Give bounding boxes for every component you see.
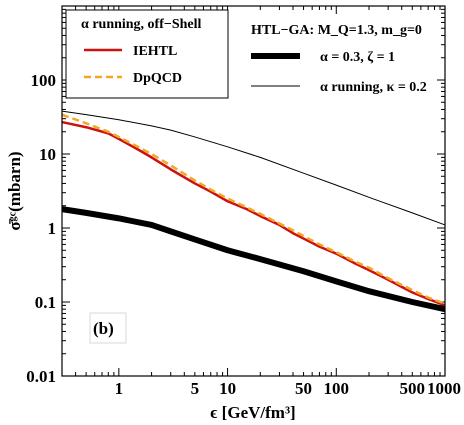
legend-label-alpha-fixed: α = 0.3, ζ = 1	[320, 50, 395, 65]
y-tick-label: 0.1	[35, 293, 56, 312]
legend-label-iehtl: IEHTL	[133, 44, 177, 59]
x-tick-label: 5	[191, 379, 200, 398]
series-line-0	[61, 120, 446, 307]
ticks-layer: 1 5 10 50 100 500 1000 0.01 0.1 1 10 100	[26, 6, 461, 398]
series-line-1	[61, 113, 446, 305]
legend-left: α running, off−Shell IEHTL DpQCD	[65, 9, 229, 99]
legend-right: HTL−GA: M_Q=1.3, m_g=0 α = 0.3, ζ = 1 α …	[251, 23, 427, 95]
series-line-2	[61, 206, 446, 313]
panel-label: (b)	[93, 319, 114, 338]
y-tick-label: 0.01	[26, 367, 56, 386]
x-tick-label: 50	[295, 379, 312, 398]
x-tick-label: 1000	[427, 379, 461, 398]
series-layer	[61, 110, 446, 313]
series-line-3	[61, 110, 446, 226]
y-tick-label: 1	[48, 219, 57, 238]
legend-left-box	[65, 9, 229, 99]
legend-label-alpha-running: α running, κ = 0.2	[320, 80, 427, 95]
x-axis-label: ϵ [GeV/fm³]	[210, 403, 295, 422]
legend-left-title: α running, off−Shell	[81, 17, 202, 32]
x-tick-label: 10	[219, 379, 236, 398]
x-tick-label: 1	[115, 379, 124, 398]
legend-label-dpqcd: DpQCD	[133, 71, 182, 86]
x-tick-label: 500	[400, 379, 426, 398]
plot-frame	[61, 5, 446, 377]
legend-right-title: HTL−GA: M_Q=1.3, m_g=0	[251, 23, 422, 38]
panel-label-box	[89, 312, 127, 344]
y-tick-label: 100	[31, 71, 57, 90]
y-tick-label: 10	[39, 145, 56, 164]
x-tick-label: 100	[324, 379, 350, 398]
y-axis-label: σ̄ᵍᶜ(mbarn)	[5, 151, 24, 230]
